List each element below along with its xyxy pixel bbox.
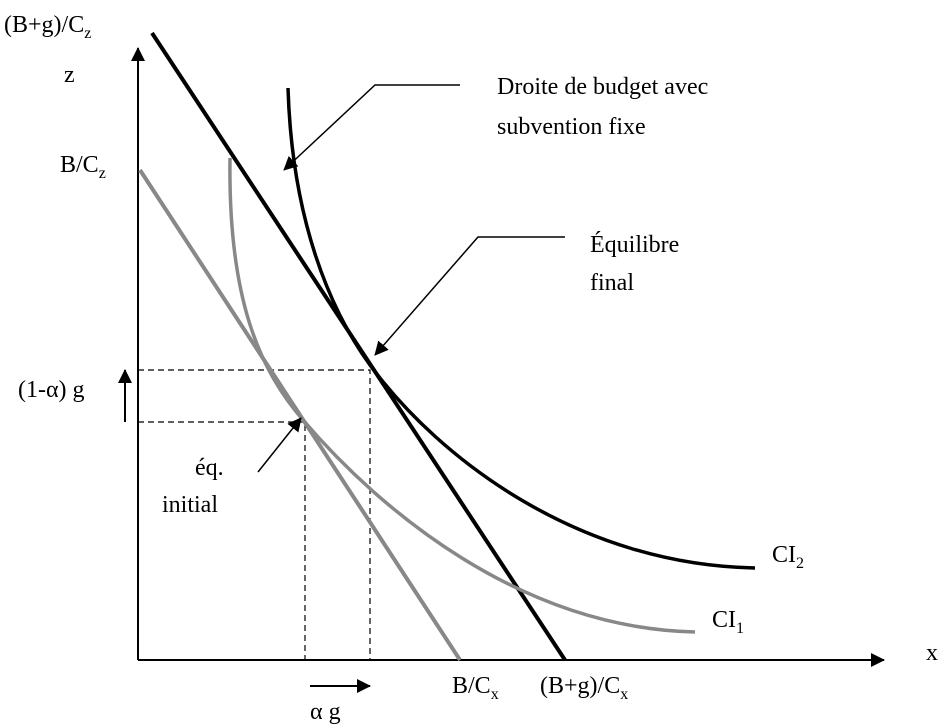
initial-pointer xyxy=(257,417,302,473)
ci1-label: CI1 xyxy=(712,607,744,637)
ci2-label: CI2 xyxy=(772,542,804,572)
y-top-label: (B+g)/Cz xyxy=(4,12,91,42)
x-initial-label: B/Cx xyxy=(452,673,499,703)
guides xyxy=(138,369,371,660)
delta-z-label: (1-α) g xyxy=(18,377,85,403)
x-axis-label: x xyxy=(926,640,938,666)
final-annotation: Équilibre xyxy=(590,232,679,258)
ci1-curve xyxy=(228,157,696,634)
final-pointer xyxy=(374,236,565,356)
y-initial-label: B/Cz xyxy=(60,152,106,182)
initial-annotation: initial xyxy=(162,492,218,518)
x-final-label: (B+g)/Cx xyxy=(540,673,628,703)
budget-pointer xyxy=(283,84,460,171)
initial-annotation: éq. xyxy=(195,455,224,481)
budget-annotation: subvention fixe xyxy=(497,114,646,140)
y-axis-label: z xyxy=(64,62,75,88)
delta-x-label: α g xyxy=(310,699,341,725)
budget-annotation: Droite de budget avec xyxy=(497,74,708,100)
final-annotation: final xyxy=(590,270,634,296)
ci2-curve xyxy=(286,87,756,570)
